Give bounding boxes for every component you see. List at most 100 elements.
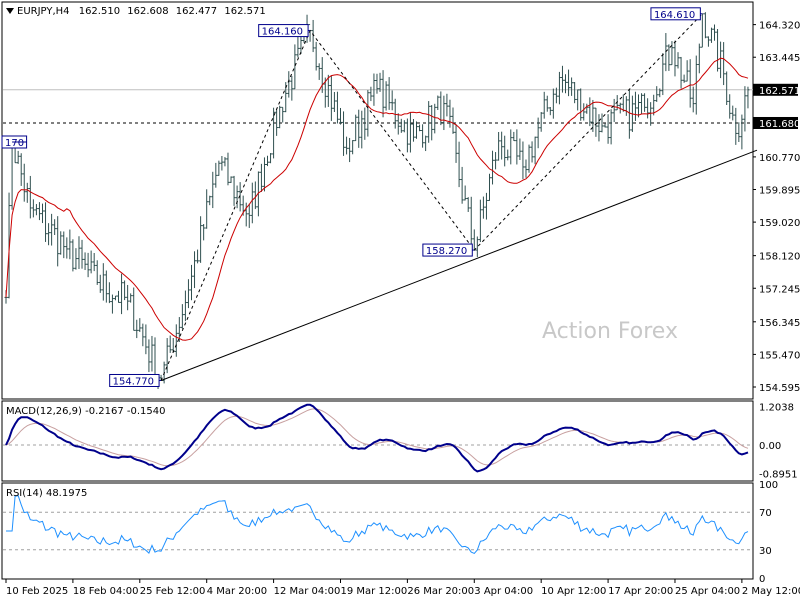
y-tick-label: 163.445 (759, 53, 800, 64)
svg-text:154.770: 154.770 (113, 376, 154, 387)
ohlc-bar (415, 121, 419, 139)
ohlc-bar (500, 131, 504, 160)
ohlc-bar (676, 52, 680, 69)
price-label-164160: 164.160 (258, 24, 311, 38)
x-tick-label: 3 Apr 04:00 (474, 586, 533, 597)
ohlc-bar (372, 73, 376, 106)
ohlc-bar (177, 317, 181, 342)
ohlc-bar (640, 93, 644, 115)
ohlc-bar (89, 250, 93, 274)
ohlc-bar (700, 13, 704, 48)
ohlc-bar (439, 91, 443, 126)
ohlc-bar (293, 44, 297, 90)
ohlc-bar (603, 123, 607, 128)
ohlc-bar (147, 339, 151, 373)
x-tick-label: 26 Mar 20:00 (407, 586, 474, 597)
ohlc-bar (378, 72, 382, 92)
ohlc-bar (77, 236, 81, 270)
ohlc-bar (278, 105, 282, 129)
ohlc-bar (585, 103, 589, 114)
ohlc-bar (600, 113, 604, 133)
ohlc-bar (691, 86, 695, 113)
ohlc-bar (342, 111, 346, 156)
ohlc-bar (606, 114, 610, 144)
ohlc-bar (487, 173, 491, 201)
y-tick-label: 159.020 (759, 218, 800, 229)
ohlc-bar (536, 117, 540, 149)
ohlc-bar (44, 202, 48, 242)
ohlc-bar (68, 229, 72, 260)
ohlc-bar (564, 74, 568, 94)
ohlc-bar (50, 213, 54, 246)
ohlc-bar (262, 157, 266, 192)
ohlc-bar (588, 97, 592, 127)
y-tick-label: 154.595 (759, 383, 800, 394)
price-label-154770: 154.770 (109, 373, 162, 387)
ohlc-bar (232, 175, 236, 206)
ohlc-bar (269, 153, 273, 164)
ohlc-bar (311, 19, 315, 53)
ohlc-bar (713, 24, 717, 41)
ohlc-bar (661, 53, 665, 96)
ohlc-bar (396, 113, 400, 135)
ohlc-bar (469, 196, 473, 251)
ohlc-bar (253, 181, 257, 210)
ohlc-bar (478, 199, 482, 243)
ohlc-bar (655, 86, 659, 102)
ohlc-bar (101, 263, 105, 301)
ohlc-bar (646, 98, 650, 119)
ohlc-bar (332, 91, 336, 112)
svg-text:158.270: 158.270 (426, 246, 467, 257)
ohlc-bar (445, 93, 449, 117)
ohlc-bar (65, 237, 69, 259)
ohlc-bar (208, 195, 212, 206)
ohlc-bar (545, 95, 549, 112)
low-value: 162.477 (176, 6, 217, 17)
axis-badge-161680: 161.680 (753, 116, 800, 130)
ohlc-bar (542, 91, 546, 119)
ohlc-bar (375, 73, 379, 94)
ohlc-bar (703, 12, 707, 39)
ohlc-bar (427, 101, 431, 143)
ohlc-bar (53, 219, 57, 235)
triangle-down-icon[interactable] (6, 8, 14, 14)
ohlc-bar (317, 63, 321, 80)
ohlc-bar (272, 107, 276, 159)
ohlc-bar (335, 91, 339, 124)
ohlc-bar (281, 106, 285, 123)
price-label-170: 170 (1, 135, 28, 149)
trendline (160, 149, 758, 381)
ohlc-bar (481, 196, 485, 219)
ohlc-bar (503, 135, 507, 167)
price-axis: 164.320 163.445 160.770 159.895 159.020 158.1… (753, 21, 800, 394)
ohlc-bar (168, 335, 172, 353)
ohlc-bar (107, 282, 111, 304)
x-tick-label: 18 Feb 04:00 (73, 586, 139, 597)
ohlc-bar (183, 290, 187, 322)
macd-y-tick-label: 1.2038 (759, 403, 794, 414)
ohlc-bar (694, 55, 698, 115)
ohlc-bar (16, 150, 20, 164)
rsi-y-tick-label: 100 (759, 480, 778, 491)
ohlc-bar (636, 94, 640, 118)
y-tick-label: 159.895 (759, 186, 800, 197)
ohlc-bar (354, 114, 358, 142)
close-value: 162.571 (224, 6, 265, 17)
macd-line (5, 403, 749, 473)
ohlc-bar (688, 59, 692, 108)
macd-y-tick-label: -0.8951 (759, 469, 798, 480)
ohlc-bar (135, 319, 139, 339)
ohlc-bar (37, 202, 41, 221)
ohlc-bar (214, 162, 218, 188)
ohlc-bar (579, 88, 583, 121)
ohlc-bar (731, 105, 735, 121)
y-tick-label: 157.245 (759, 284, 800, 295)
ohlc-bar (323, 77, 327, 108)
ohlc-bar (512, 131, 516, 142)
macd-label: MACD(12,26,9) -0.2167 -0.1540 (6, 406, 166, 417)
ohlc-bar (326, 74, 330, 107)
ohlc-bar (34, 204, 38, 216)
ohlc-bar (196, 249, 200, 264)
time-axis: 10 Feb 2025 18 Feb 04:00 25 Feb 12:00 4 Mar… (5, 579, 800, 597)
